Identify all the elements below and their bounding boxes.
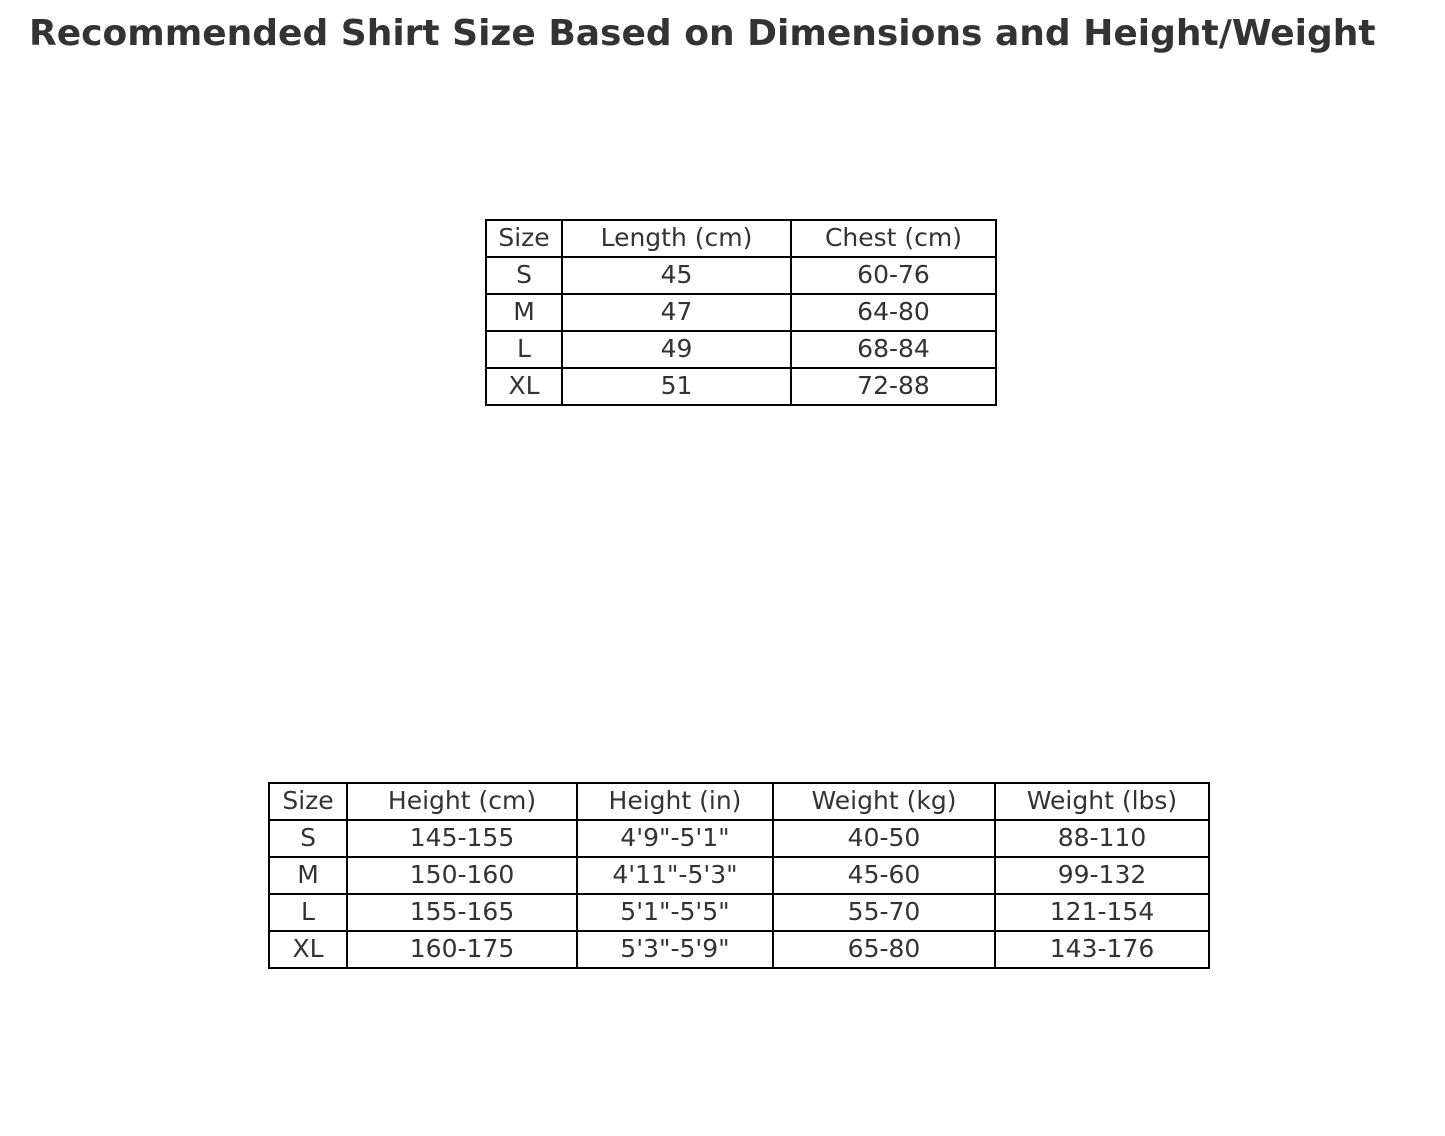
column-header-size: Size xyxy=(268,782,348,821)
column-header-height-cm: Height (cm) xyxy=(346,782,578,821)
table-cell: 72-88 xyxy=(790,367,997,406)
column-header-weight-kg: Weight (kg) xyxy=(772,782,996,821)
table-cell: 4'9"-5'1" xyxy=(576,819,774,858)
table-cell: 55-70 xyxy=(772,893,996,932)
table-cell: L xyxy=(485,330,563,369)
table-row: L 155-165 5'1"-5'5" 55-70 121-154 xyxy=(268,893,1210,932)
table-cell: M xyxy=(268,856,348,895)
table-row: XL 160-175 5'3"-5'9" 65-80 143-176 xyxy=(268,930,1210,969)
table-cell: L xyxy=(268,893,348,932)
table-cell: 64-80 xyxy=(790,293,997,332)
table-cell: 51 xyxy=(561,367,792,406)
table-cell: 145-155 xyxy=(346,819,578,858)
table-cell: 4'11"-5'3" xyxy=(576,856,774,895)
column-header-weight-lbs: Weight (lbs) xyxy=(994,782,1210,821)
table-cell: 5'1"-5'5" xyxy=(576,893,774,932)
table-cell: XL xyxy=(485,367,563,406)
table-cell: 60-76 xyxy=(790,256,997,295)
table-cell: 150-160 xyxy=(346,856,578,895)
table-row: S 45 60-76 xyxy=(485,256,997,295)
table-cell: S xyxy=(268,819,348,858)
table-cell: 5'3"-5'9" xyxy=(576,930,774,969)
table-cell: 65-80 xyxy=(772,930,996,969)
table-row: M 150-160 4'11"-5'3" 45-60 99-132 xyxy=(268,856,1210,895)
table-cell: 155-165 xyxy=(346,893,578,932)
table-row: L 49 68-84 xyxy=(485,330,997,369)
table-cell: 47 xyxy=(561,293,792,332)
figure-title: Recommended Shirt Size Based on Dimensio… xyxy=(29,13,1376,54)
column-header-size: Size xyxy=(485,219,563,258)
table-cell: 99-132 xyxy=(994,856,1210,895)
column-header-height-in: Height (in) xyxy=(576,782,774,821)
column-header-length-cm: Length (cm) xyxy=(561,219,792,258)
table-cell: XL xyxy=(268,930,348,969)
table-cell: 160-175 xyxy=(346,930,578,969)
table-cell: 45-60 xyxy=(772,856,996,895)
table-cell: M xyxy=(485,293,563,332)
table-row: XL 51 72-88 xyxy=(485,367,997,406)
table-header-row: Size Length (cm) Chest (cm) xyxy=(485,219,997,258)
table-cell: 68-84 xyxy=(790,330,997,369)
shirt-dimensions-table: Size Length (cm) Chest (cm) S 45 60-76 M… xyxy=(485,219,997,406)
table-cell: S xyxy=(485,256,563,295)
table-cell: 143-176 xyxy=(994,930,1210,969)
table-cell: 40-50 xyxy=(772,819,996,858)
column-header-chest-cm: Chest (cm) xyxy=(790,219,997,258)
table-cell: 121-154 xyxy=(994,893,1210,932)
height-weight-table: Size Height (cm) Height (in) Weight (kg)… xyxy=(268,782,1210,969)
table-cell: 49 xyxy=(561,330,792,369)
table-cell: 45 xyxy=(561,256,792,295)
table-row: S 145-155 4'9"-5'1" 40-50 88-110 xyxy=(268,819,1210,858)
table-header-row: Size Height (cm) Height (in) Weight (kg)… xyxy=(268,782,1210,821)
table-cell: 88-110 xyxy=(994,819,1210,858)
table-row: M 47 64-80 xyxy=(485,293,997,332)
